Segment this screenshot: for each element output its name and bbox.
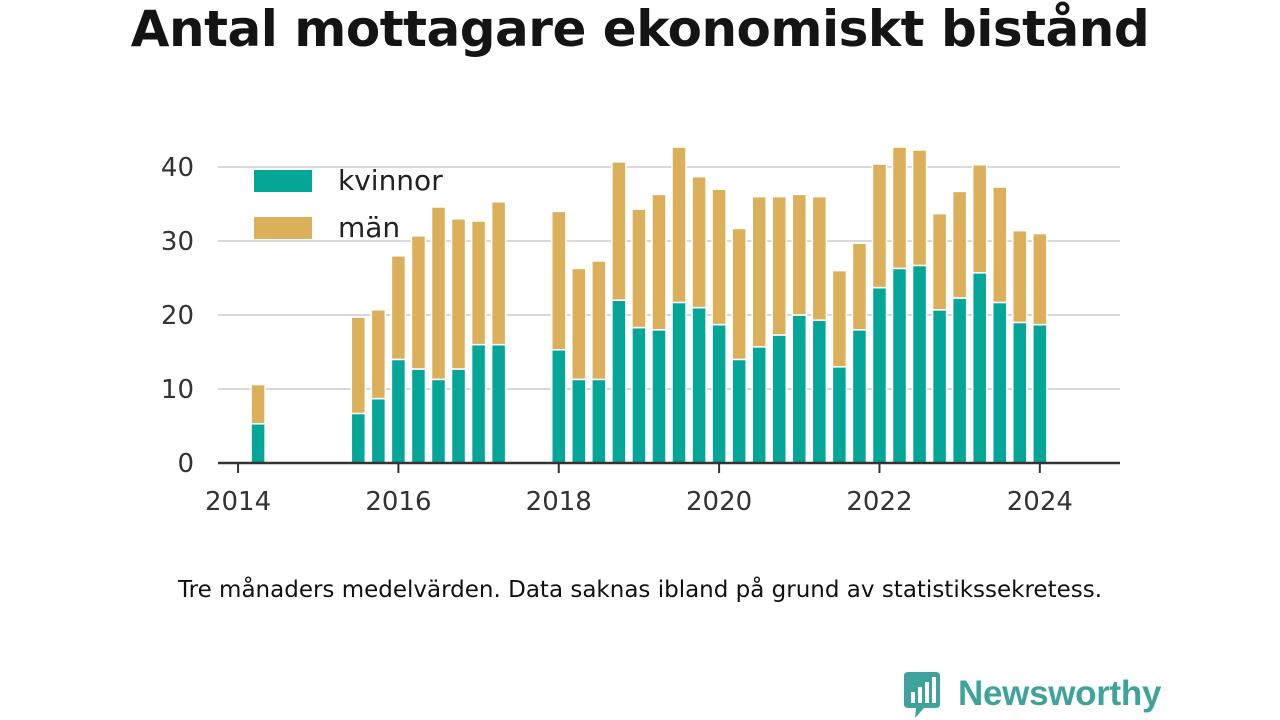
bar-kvinnor-2020-Q1 bbox=[711, 323, 727, 464]
y-tick-label: 30 bbox=[161, 227, 194, 257]
x-tick-label: 2016 bbox=[365, 487, 431, 517]
bar-kvinnor-2016-Q2 bbox=[410, 368, 427, 464]
bar-kvinnor-2017-Q2 bbox=[490, 343, 507, 464]
bar-man-2014-Q2 bbox=[250, 383, 266, 425]
bar-man-2019-Q3 bbox=[671, 146, 687, 304]
bar-kvinnor-2022-Q1 bbox=[871, 286, 888, 464]
bar-man-2023-Q2 bbox=[971, 164, 988, 274]
legend: kvinnor män bbox=[254, 164, 443, 244]
bar-kvinnor-2015-Q3 bbox=[350, 412, 367, 464]
y-tick-label: 20 bbox=[161, 301, 194, 331]
chart-footnote: Tre månaders medelvärden. Data saknas ib… bbox=[177, 577, 1103, 603]
bar-man-2021-Q4 bbox=[851, 242, 868, 331]
bar-kvinnor-2020-Q3 bbox=[751, 346, 767, 464]
bar-man-2022-Q2 bbox=[891, 146, 908, 270]
brand-logo: Newsworthy bbox=[902, 668, 1161, 720]
legend-swatch-kvinnor bbox=[254, 170, 312, 192]
legend-label-kvinnor: kvinnor bbox=[338, 164, 443, 197]
bar-man-2019-Q2 bbox=[651, 193, 667, 331]
bar-kvinnor-2019-Q2 bbox=[651, 329, 667, 464]
bar-man-2018-Q4 bbox=[611, 161, 627, 301]
bar-man-2015-Q4 bbox=[370, 309, 387, 400]
axes: 0 10 20 30 40 2014 2016 2018 2020 2022 2024 bbox=[161, 153, 1120, 517]
bar-kvinnor-2018-Q1 bbox=[551, 349, 567, 464]
bar-man-2018-Q1 bbox=[551, 210, 567, 351]
bar-man-2016-Q2 bbox=[410, 235, 427, 370]
y-tick-label: 0 bbox=[177, 449, 194, 479]
bar-kvinnor-2016-Q4 bbox=[450, 368, 467, 464]
bar-kvinnor-2019-Q1 bbox=[631, 326, 647, 464]
bar-man-2016-Q1 bbox=[390, 255, 407, 361]
chart-title: Antal mottagare ekonomiskt bistånd bbox=[130, 0, 1150, 58]
bar-kvinnor-2023-Q4 bbox=[1012, 321, 1028, 464]
bar-man-2024-Q1 bbox=[1032, 232, 1048, 326]
bar-kvinnor-2022-Q3 bbox=[911, 264, 928, 464]
bar-man-2022-Q1 bbox=[871, 163, 888, 289]
bar-man-2019-Q4 bbox=[691, 175, 707, 309]
bar-man-2017-Q1 bbox=[470, 220, 487, 346]
bar-kvinnor-2020-Q2 bbox=[731, 358, 747, 464]
bar-man-2016-Q3 bbox=[430, 206, 447, 381]
bar-kvinnor-2020-Q4 bbox=[771, 334, 787, 464]
bar-kvinnor-2014-Q2 bbox=[250, 423, 266, 464]
bar-man-2020-Q3 bbox=[751, 195, 767, 348]
x-tick-label: 2018 bbox=[526, 487, 592, 517]
bar-man-2017-Q2 bbox=[490, 201, 507, 346]
stacked-bar-chart: 0 10 20 30 40 2014 2016 2018 2020 2022 2024 kvinno… bbox=[161, 146, 1120, 517]
bar-kvinnor-2021-Q2 bbox=[811, 319, 828, 464]
bar-kvinnor-2021-Q1 bbox=[791, 314, 808, 464]
newsworthy-logo-icon bbox=[904, 672, 940, 718]
bar-kvinnor-2021-Q4 bbox=[851, 329, 868, 464]
bar-kvinnor-2019-Q3 bbox=[671, 301, 687, 464]
bar-kvinnor-2023-Q3 bbox=[991, 301, 1008, 464]
y-tick-label: 10 bbox=[161, 375, 194, 405]
bar-kvinnor-2021-Q3 bbox=[831, 366, 848, 464]
bar-man-2021-Q1 bbox=[791, 193, 808, 316]
bar-kvinnor-2022-Q4 bbox=[931, 309, 948, 464]
bar-man-2020-Q4 bbox=[771, 195, 787, 336]
bar-man-2020-Q1 bbox=[711, 188, 727, 326]
bar-kvinnor-2016-Q3 bbox=[430, 378, 447, 464]
bar-kvinnor-2024-Q1 bbox=[1032, 323, 1048, 464]
bar-man-2018-Q3 bbox=[591, 260, 607, 381]
bar-kvinnor-2018-Q2 bbox=[571, 378, 587, 464]
legend-swatch-man bbox=[254, 217, 312, 239]
x-tick-label: 2020 bbox=[686, 487, 752, 517]
bar-man-2022-Q3 bbox=[911, 149, 928, 267]
x-tick-label: 2024 bbox=[1007, 487, 1073, 517]
bar-man-2018-Q2 bbox=[571, 267, 587, 381]
bar-kvinnor-2018-Q4 bbox=[611, 299, 627, 464]
bar-kvinnor-2023-Q2 bbox=[971, 272, 988, 464]
bar-kvinnor-2018-Q3 bbox=[591, 378, 607, 464]
bar-man-2023-Q3 bbox=[991, 186, 1008, 304]
bar-kvinnor-2016-Q1 bbox=[390, 358, 407, 464]
bar-kvinnor-2017-Q1 bbox=[470, 343, 487, 464]
y-tick-label: 40 bbox=[161, 153, 194, 183]
grid-lines bbox=[218, 166, 1120, 390]
bar-man-2021-Q2 bbox=[811, 195, 828, 321]
bar-man-2020-Q2 bbox=[731, 227, 747, 361]
bar-man-2023-Q4 bbox=[1012, 229, 1028, 324]
x-tick-label: 2014 bbox=[205, 487, 271, 517]
bar-kvinnor-2015-Q4 bbox=[370, 397, 387, 464]
legend-label-man: män bbox=[338, 211, 400, 244]
bar-man-2016-Q4 bbox=[450, 218, 467, 370]
bar-man-2019-Q1 bbox=[631, 208, 647, 329]
bar-kvinnor-2019-Q4 bbox=[691, 306, 707, 464]
bar-man-2015-Q3 bbox=[350, 316, 367, 415]
x-tick-label: 2022 bbox=[846, 487, 912, 517]
brand-name: Newsworthy bbox=[958, 674, 1162, 713]
bar-kvinnor-2023-Q1 bbox=[951, 297, 968, 464]
bar-kvinnor-2022-Q2 bbox=[891, 267, 908, 464]
bar-man-2021-Q3 bbox=[831, 269, 848, 368]
bar-man-2022-Q4 bbox=[931, 212, 948, 311]
bar-man-2023-Q1 bbox=[951, 190, 968, 299]
